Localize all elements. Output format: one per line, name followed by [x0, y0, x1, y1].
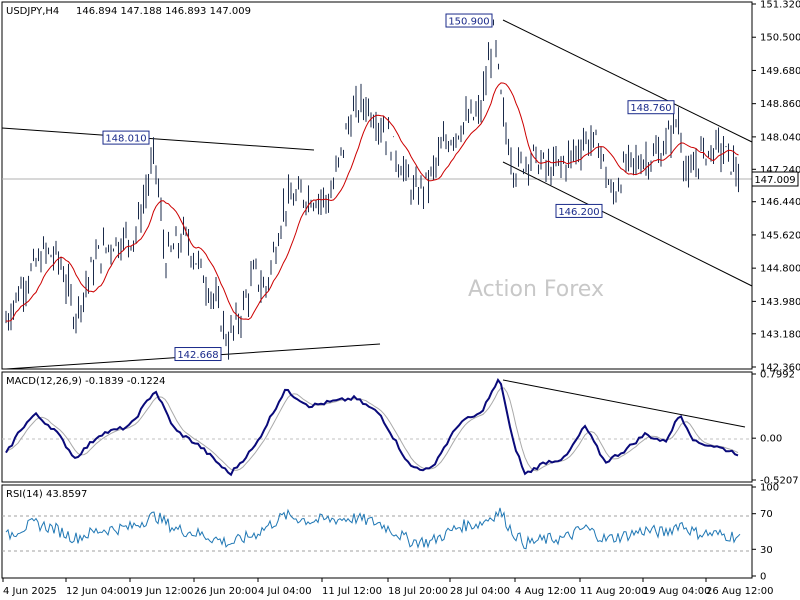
- price-tick-label: 150.500: [760, 33, 800, 44]
- macd-signal-line: [5, 387, 739, 472]
- price-y-axis: 151.320 150.500 149.680 148.860 148.040 147.2…: [752, 0, 800, 374]
- price-callout-label: 146.200: [558, 207, 599, 218]
- trend-line-upper-left: [1, 127, 315, 151]
- price-callout-label: 150.900: [448, 17, 489, 28]
- x-tick-label: 4 Jun 2025: [3, 586, 57, 597]
- x-tick-label: 19 Aug 04:00: [643, 586, 710, 597]
- current-price-label: 147.009: [754, 175, 795, 186]
- price-tick-label: 143.180: [760, 329, 800, 340]
- rsi-tick-label: 70: [760, 509, 773, 520]
- x-tick-label: 19 Jun 12:00: [130, 586, 194, 597]
- price-callout-box: [174, 347, 222, 362]
- macd-panel-title: MACD(12,26,9) -0.1839 -0.1224: [6, 376, 166, 387]
- price-tick-label: 147.240: [760, 165, 800, 176]
- price-bars: [5, 19, 739, 360]
- price-tick-label: 151.320: [760, 0, 800, 11]
- price-callout-label: 148.760: [630, 103, 671, 114]
- x-tick-label: 28 Jul 04:00: [450, 586, 510, 597]
- x-tick-label: 4 Jul 04:00: [258, 586, 312, 597]
- price-tick-label: 142.360: [760, 363, 800, 374]
- price-callout-box: [445, 13, 493, 28]
- rsi-panel-frame: [1, 484, 753, 579]
- price-labels: 150.900 148.010 148.760 146.200 142.668: [102, 13, 675, 362]
- rsi-line: [5, 507, 741, 550]
- price-callout-label: 148.010: [105, 134, 146, 145]
- price-tick-label: 148.040: [760, 132, 800, 143]
- channel-upper-line: [502, 19, 753, 143]
- x-tick-label: 4 Aug 12:00: [515, 586, 576, 597]
- price-tick-label: 145.620: [760, 230, 800, 241]
- price-panel-title: USDJPY,H4: [6, 6, 59, 17]
- price-tick-label: 149.680: [760, 66, 800, 77]
- ohlc-readout: 146.894 147.188 146.893 147.009: [76, 6, 251, 17]
- x-tick-label: 11 Aug 20:00: [580, 586, 647, 597]
- rsi-tick-label: 0: [760, 572, 766, 583]
- price-tick-label: 148.860: [760, 99, 800, 110]
- rsi-panel-title: RSI(14) 43.8597: [6, 489, 87, 500]
- price-callout-box: [555, 203, 603, 218]
- macd-line: [5, 378, 739, 477]
- macd-tick-label: 0.00: [760, 434, 782, 445]
- rsi-tick-label: 100: [760, 483, 779, 494]
- rsi-tick-label: 30: [760, 545, 773, 556]
- macd-tick-label: -0.5207: [760, 476, 799, 487]
- rsi-y-axis: 100 70 30 0: [752, 483, 779, 583]
- x-tick-label: 11 Jul 12:00: [322, 586, 382, 597]
- price-panel-frame: [1, 1, 753, 370]
- x-tick-label: 18 Jul 20:00: [388, 586, 448, 597]
- macd-panel-frame: [1, 371, 753, 483]
- macd-y-axis: 0.7992 0.00 -0.5207: [752, 370, 799, 487]
- x-axis: 4 Jun 2025 12 Jun 04:00 19 Jun 12:00 26 Jun…: [2, 578, 773, 597]
- price-callout-label: 142.668: [177, 350, 218, 361]
- x-tick-label: 26 Jun 20:00: [194, 586, 258, 597]
- current-price-badge: [751, 171, 799, 187]
- moving-average-line: [5, 82, 739, 322]
- price-callout-box: [627, 100, 675, 115]
- price-tick-label: 143.980: [760, 297, 800, 308]
- price-callout-box: [102, 130, 150, 145]
- x-tick-label: 12 Jun 04:00: [66, 586, 130, 597]
- macd-tick-label: 0.7992: [760, 370, 795, 381]
- macd-trend-line: [502, 379, 746, 428]
- x-tick-label: 26 Aug 12:00: [706, 586, 773, 597]
- channel-lower-line: [502, 161, 753, 287]
- price-tick-label: 146.440: [760, 197, 800, 208]
- watermark: Action Forex: [468, 277, 604, 302]
- price-tick-label: 144.800: [760, 264, 800, 275]
